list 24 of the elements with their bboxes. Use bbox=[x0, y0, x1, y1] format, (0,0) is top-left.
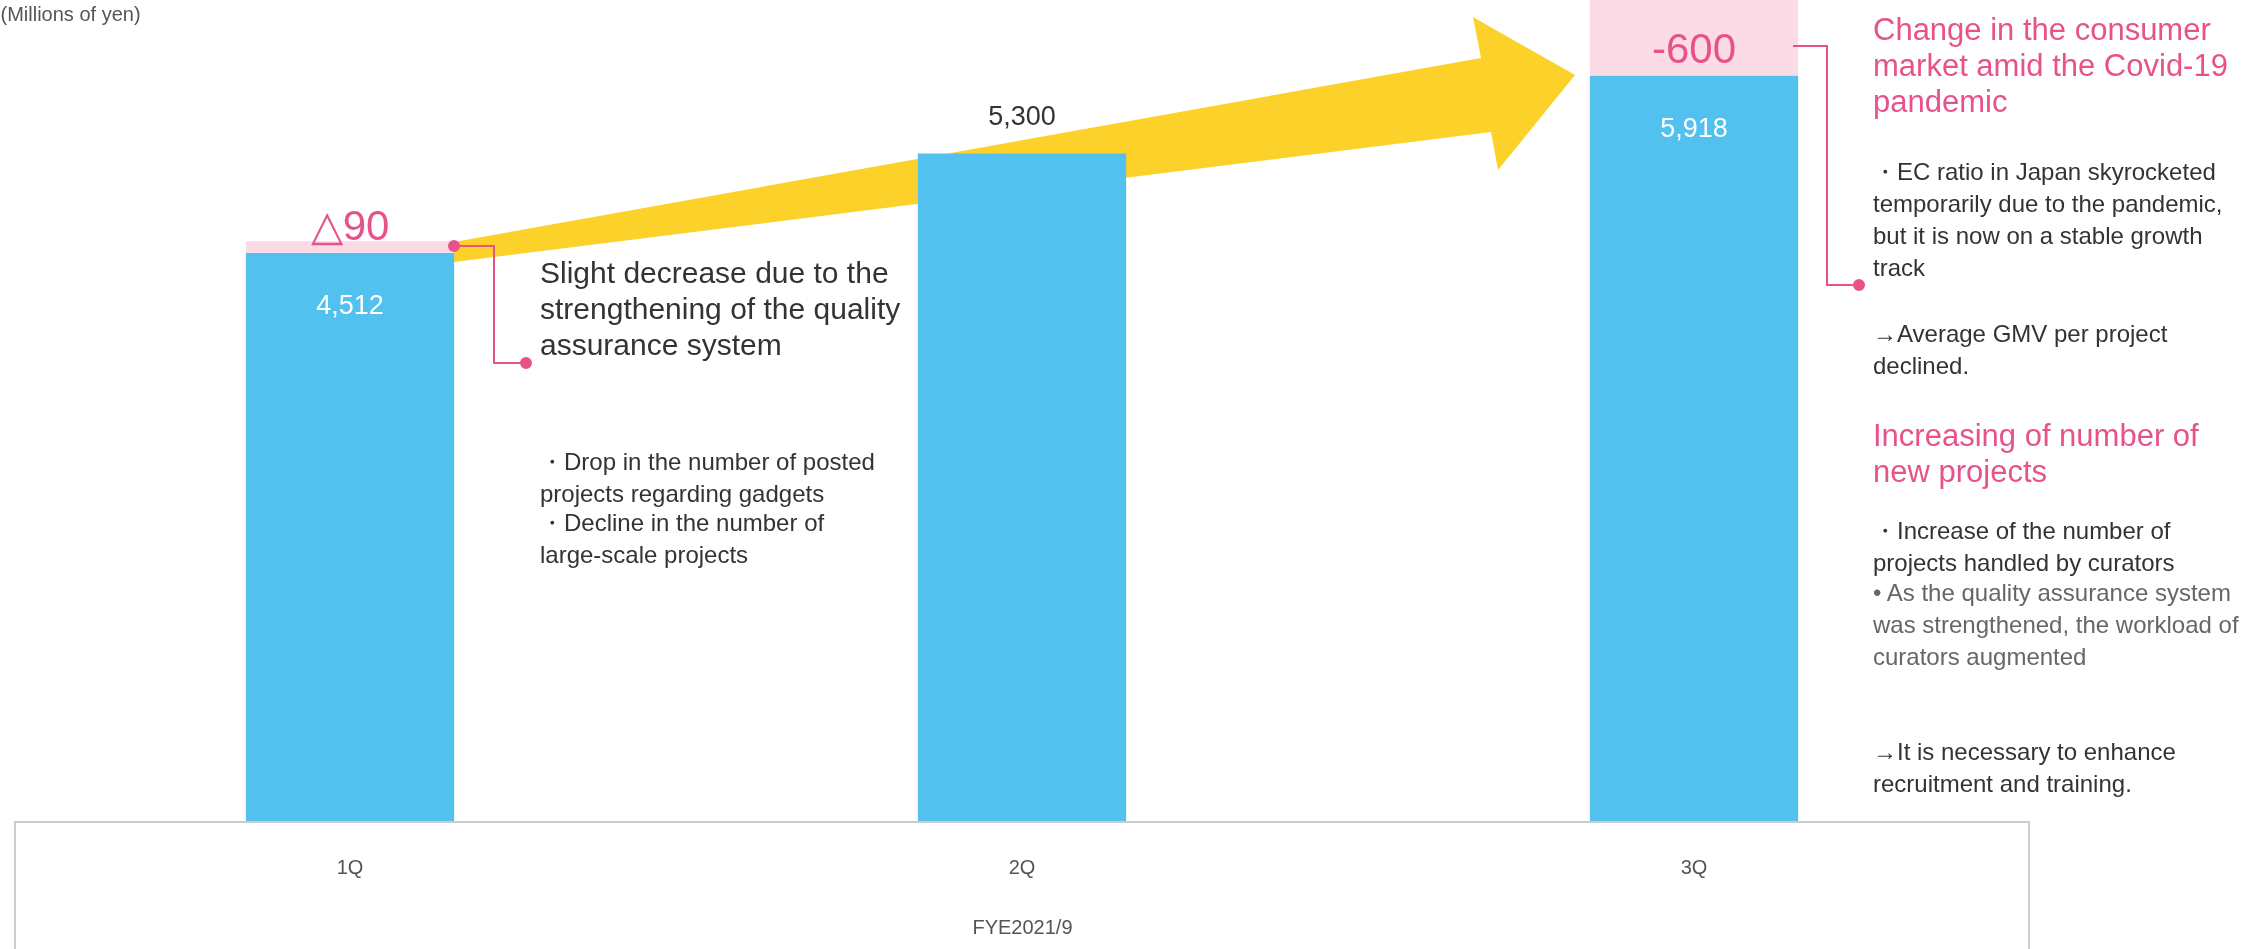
annotation: ・Drop in the number of posted projects regarding gadgets bbox=[540, 447, 876, 509]
bar bbox=[917, 153, 1127, 821]
annotation: Increasing of number of new projects bbox=[1873, 418, 2200, 490]
annotation: →Average GMV per project declined. bbox=[1873, 319, 2169, 381]
x-axis-title: FYE2021/9 bbox=[972, 915, 1073, 938]
annotation: ・EC ratio in Japan skyrocketed temporarily due to the pandemic, but it is now on a stable growth track bbox=[1873, 157, 2224, 283]
y-axis-title: (Millions of yen) bbox=[0, 2, 141, 25]
data-label: 4,512 bbox=[316, 289, 384, 320]
bar bbox=[1589, 75, 1799, 821]
annotation: △90 bbox=[310, 201, 390, 249]
x-tick-label: 1Q bbox=[336, 855, 364, 878]
x-tick-label: 3Q bbox=[1680, 855, 1708, 878]
bar bbox=[1589, 0, 1799, 76]
annotation: -600 bbox=[1651, 24, 1737, 72]
annotation: • As the quality assurance system was strengthened, the workload of curators augmented bbox=[1873, 578, 2240, 672]
data-label: 5,300 bbox=[988, 101, 1056, 132]
annotation: →It is necessary to enhance recruitment and training. bbox=[1873, 737, 2177, 799]
bar bbox=[245, 252, 455, 821]
annotation: ・Increase of the number of projects handled by curators bbox=[1873, 516, 2176, 578]
annotation: Change in the consumer market amid the Covid-19 pandemic bbox=[1873, 12, 2229, 120]
x-tick-label: 2Q bbox=[1008, 855, 1036, 878]
data-label: 5,918 bbox=[1660, 112, 1728, 143]
annotation: ・Decline in the number of large-scale projects bbox=[540, 508, 826, 570]
annotation: Slight decrease due to the strengthening of the quality assurance system bbox=[540, 255, 902, 363]
